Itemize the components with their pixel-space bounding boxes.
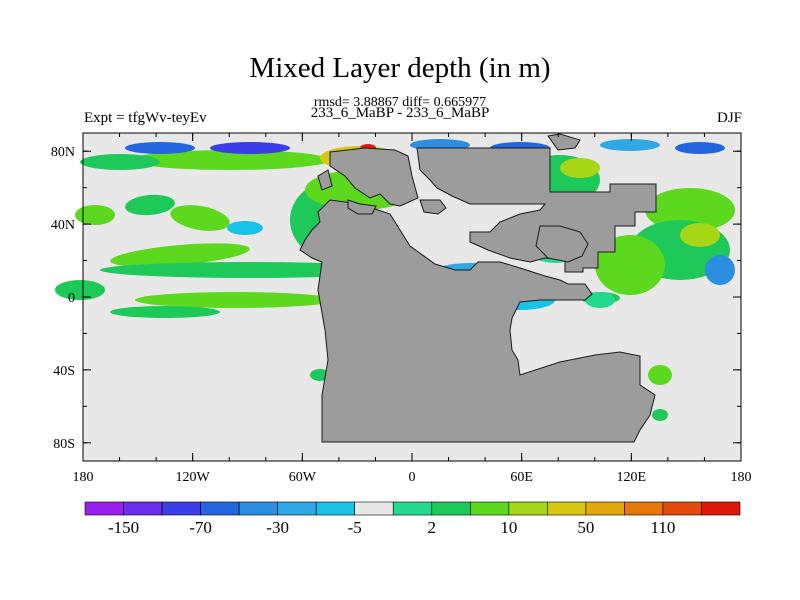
land-polygon [419,199,447,215]
anomaly-patch [210,142,290,154]
stats-text: rmsd= 3.88867 diff= 0.665977 [313,95,487,110]
colorbar-label: -5 [348,518,362,537]
colorbar-label: -30 [266,518,289,537]
colorbar-box [84,501,124,516]
colorbar: -150 -70 -30 -5 2 10 50 110 [84,501,741,537]
x-tick-label: 60W [289,470,317,485]
anomaly-patch [705,255,735,285]
anomaly-patch [135,292,335,308]
colorbar-box [277,501,317,516]
x-tick-label: 120E [617,470,647,485]
colorbar-box [469,501,510,516]
land-polygon [535,225,589,263]
land-polygon [347,199,377,215]
colorbar-box [547,501,587,516]
x-tick-label: 60E [510,470,533,485]
colorbar-box [585,501,625,516]
x-tick-label: 180 [73,470,94,485]
x-tick-label: 120W [176,470,211,485]
colorbar-box [392,501,433,516]
colorbar-label: -150 [108,518,139,537]
colorbar-box [624,501,664,516]
anomaly-patch [560,158,600,178]
anomaly-patch [130,150,330,170]
anomaly-patch [110,306,220,318]
season-label: DJF [716,110,742,126]
chart-subtitle: 233_6_MaBP - 233_6_MaBP [310,105,490,121]
y-tick-label: 40S [53,364,75,379]
anomaly-patch [675,142,725,154]
colorbar-label: 10 [500,518,517,537]
anomaly-patch [652,409,668,421]
land-polygon [299,199,656,443]
anomaly-patch [80,154,160,170]
colorbar-box [123,501,163,516]
colorbar-box [701,501,741,516]
anomaly-patch [680,223,720,247]
experiment-label: Expt = tfgWv-teyEv [84,110,207,126]
x-tick-label: 180 [731,470,752,485]
colorbar-box [315,501,356,516]
anomaly-patch [125,194,175,216]
y-tick-label: 80S [53,437,75,452]
y-tick-label: 0 [68,291,75,306]
colorbar-box [354,501,394,516]
land-polygon [329,147,419,207]
y-tick-label: 40N [51,218,75,233]
land-polygon [317,169,333,191]
colorbar-label: 2 [428,518,437,537]
colorbar-box [200,501,240,516]
x-tick-label: 0 [409,470,416,485]
anomaly-patch [585,292,615,308]
anomaly-patch [55,280,105,300]
colorbar-box [431,501,471,516]
colorbar-label: 110 [651,518,676,537]
chart-title: Mixed Layer depth (in m) [249,52,551,84]
anomaly-patch [227,221,263,235]
anomaly-patch [75,205,115,225]
colorbar-label: 50 [577,518,594,537]
colorbar-box [508,501,548,516]
colorbar-label: -70 [189,518,212,537]
y-tick-label: 80N [51,145,75,160]
anomaly-patch [110,243,250,267]
anomaly-patch [648,365,672,385]
plot-axes: 180 120W 60W 0 60E 120E 180 80N 40N 0 40S 80S [51,132,752,485]
colorbar-box [161,501,201,516]
land-mask [299,133,657,443]
anomaly-patch [600,139,660,151]
anomaly-patch [125,142,195,154]
anomaly-patch [170,205,230,231]
colorbar-box [662,501,702,516]
colorbar-box [238,501,278,516]
